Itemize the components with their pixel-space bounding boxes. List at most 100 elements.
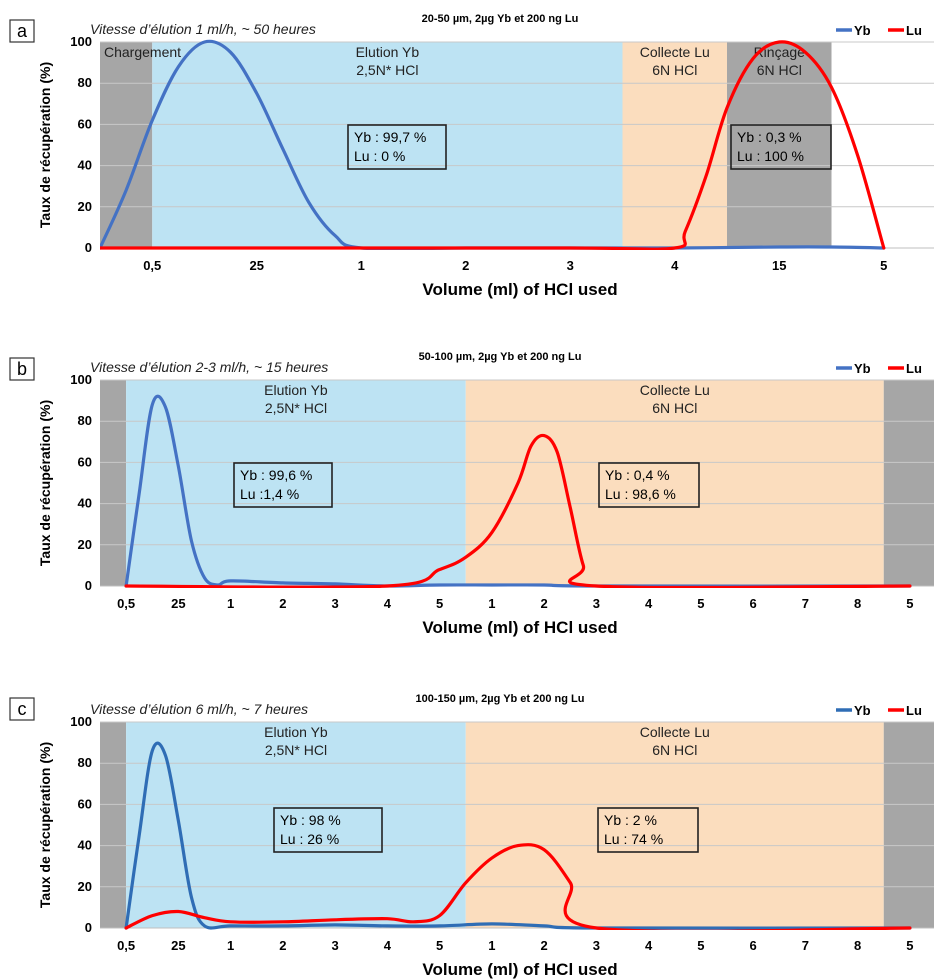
chart-subtitle: Vitesse d’élution 2-3 ml/h, ~ 15 heures bbox=[90, 359, 328, 375]
annotation-text: Yb : 2 % bbox=[604, 812, 657, 828]
y-axis-title: Taux de récupération (%) bbox=[37, 400, 53, 566]
annotation-text: Yb : 99,7 % bbox=[354, 129, 426, 145]
annotation-box: Yb : 98 % Lu : 26 % bbox=[273, 807, 383, 853]
region-gray bbox=[727, 42, 832, 248]
x-tick-label: 1 bbox=[488, 596, 495, 611]
legend-label: Yb bbox=[854, 361, 871, 376]
series-line-lu bbox=[124, 843, 912, 930]
legend-label: Yb bbox=[854, 23, 871, 38]
x-tick-label: 1 bbox=[227, 596, 234, 611]
series-lines bbox=[100, 39, 886, 250]
x-tick-label: 3 bbox=[332, 938, 339, 953]
x-axis-title: Volume (ml) of HCl used bbox=[422, 280, 617, 299]
series-line-yb bbox=[124, 394, 912, 588]
annotation-text: Lu : 100 % bbox=[737, 148, 804, 164]
legend-label: Yb bbox=[854, 703, 871, 718]
series-line-lu bbox=[100, 40, 886, 250]
region-label: 2,5N* HCl bbox=[356, 62, 418, 78]
annotation-frame bbox=[597, 807, 699, 853]
x-tick-label: 4 bbox=[645, 596, 653, 611]
background-regions bbox=[100, 722, 934, 928]
annotation-frame bbox=[273, 807, 383, 853]
x-tick-label: 1 bbox=[227, 938, 234, 953]
annotation-text: Lu : 98,6 % bbox=[605, 486, 676, 502]
x-tick-label: 1 bbox=[358, 258, 365, 273]
y-tick-label: 40 bbox=[78, 158, 92, 173]
region-peach bbox=[465, 380, 884, 586]
annotation-text: Yb : 0,3 % bbox=[737, 129, 802, 145]
x-tick-label: 4 bbox=[384, 596, 392, 611]
region-gray bbox=[100, 722, 127, 928]
region-label: Collecte Lu bbox=[640, 382, 710, 398]
region-label: Collecte Lu bbox=[640, 44, 710, 60]
y-tick-label: 60 bbox=[78, 454, 92, 469]
x-tick-label: 3 bbox=[593, 938, 600, 953]
x-tick-label: 5 bbox=[906, 938, 913, 953]
region-gray bbox=[883, 380, 934, 586]
x-tick-label: 4 bbox=[645, 938, 653, 953]
annotation-box: Yb : 99,6 % Lu :1,4 % bbox=[233, 462, 333, 508]
x-tick-label: 3 bbox=[593, 596, 600, 611]
y-axis-title: Taux de récupération (%) bbox=[37, 742, 53, 908]
y-tick-label: 20 bbox=[78, 537, 92, 552]
panel-label: c bbox=[18, 699, 27, 719]
background-regions bbox=[100, 42, 832, 248]
x-tick-label: 3 bbox=[332, 596, 339, 611]
region-label: 6N HCl bbox=[652, 62, 697, 78]
x-tick-label: 6 bbox=[750, 938, 757, 953]
x-tick-label: 5 bbox=[436, 596, 443, 611]
y-tick-label: 100 bbox=[70, 372, 92, 387]
legend: Yb Lu bbox=[836, 23, 922, 38]
x-tick-label: 4 bbox=[671, 258, 679, 273]
y-tick-label: 80 bbox=[78, 755, 92, 770]
legend-label: Lu bbox=[906, 361, 922, 376]
chart-panel-b: Elution Yb 2,5N* HCl Collecte Lu 6N HCl 0 20 4… bbox=[9, 351, 934, 637]
region-gray bbox=[100, 380, 127, 586]
x-tick-label: 0,5 bbox=[117, 596, 135, 611]
y-tick-label: 40 bbox=[78, 838, 92, 853]
annotation-text: Yb : 99,6 % bbox=[240, 467, 312, 483]
y-tick-label: 0 bbox=[85, 920, 92, 935]
x-tick-label: 5 bbox=[880, 258, 887, 273]
x-tick-label: 2 bbox=[462, 258, 469, 273]
chart-subtitle: Vitesse d’élution 6 ml/h, ~ 7 heures bbox=[90, 701, 308, 717]
series-lines bbox=[124, 741, 912, 930]
annotation-text: Lu : 74 % bbox=[604, 831, 663, 847]
x-tick-label: 2 bbox=[279, 938, 286, 953]
annotation-text: Lu : 0 % bbox=[354, 148, 405, 164]
legend-label: Lu bbox=[906, 703, 922, 718]
x-tick-label: 0,5 bbox=[143, 258, 161, 273]
y-tick-label: 0 bbox=[85, 578, 92, 593]
y-tick-label: 0 bbox=[85, 240, 92, 255]
x-tick-label: 8 bbox=[854, 938, 861, 953]
x-tick-label: 7 bbox=[802, 938, 809, 953]
region-label: 6N HCl bbox=[652, 742, 697, 758]
annotation-text: Yb : 0,4 % bbox=[605, 467, 670, 483]
region-label: Elution Yb bbox=[264, 724, 328, 740]
panel-label-box bbox=[9, 697, 35, 721]
annotation-text: Lu : 26 % bbox=[280, 831, 339, 847]
y-tick-label: 20 bbox=[78, 879, 92, 894]
annotation-frame bbox=[233, 462, 333, 508]
panel-label-box bbox=[9, 19, 35, 43]
x-axis-title: Volume (ml) of HCl used bbox=[422, 618, 617, 637]
region-label: Elution Yb bbox=[264, 382, 328, 398]
y-tick-label: 60 bbox=[78, 116, 92, 131]
x-tick-label: 25 bbox=[250, 258, 264, 273]
annotation-box: Yb : 2 % Lu : 74 % bbox=[597, 807, 699, 853]
y-axis-title: Taux de récupération (%) bbox=[37, 62, 53, 228]
y-tick-label: 60 bbox=[78, 796, 92, 811]
y-tick-label: 100 bbox=[70, 34, 92, 49]
x-tick-label: 5 bbox=[697, 938, 704, 953]
region-label: 6N HCl bbox=[652, 400, 697, 416]
series-line-yb bbox=[100, 39, 886, 250]
region-label: 6N HCl bbox=[757, 62, 802, 78]
x-tick-label: 25 bbox=[171, 938, 185, 953]
annotation-frame bbox=[347, 124, 447, 170]
panel-label: b bbox=[17, 359, 27, 379]
annotation-box: Yb : 99,7 % Lu : 0 % bbox=[347, 124, 447, 170]
y-tick-label: 80 bbox=[78, 75, 92, 90]
x-tick-label: 3 bbox=[567, 258, 574, 273]
x-tick-label: 0,5 bbox=[117, 938, 135, 953]
legend: Yb Lu bbox=[836, 361, 922, 376]
